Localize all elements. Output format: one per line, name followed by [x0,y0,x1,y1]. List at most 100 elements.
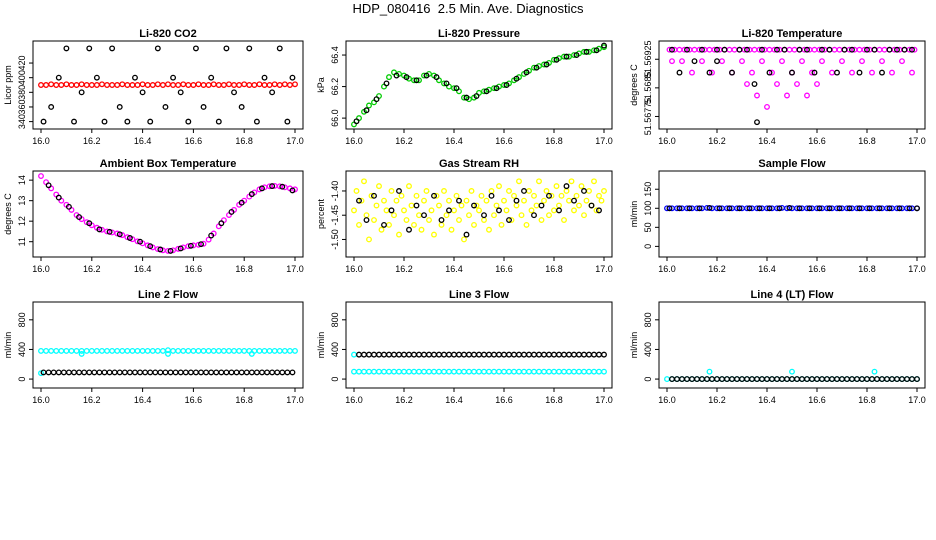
data-point [523,221,530,228]
x-tick-label: 16.6 [185,264,203,274]
data-point [501,368,507,375]
data-point [766,46,773,53]
data-point [289,74,296,81]
data-point [588,202,595,209]
x-tick-label: 17.0 [908,264,926,274]
data-point [137,369,144,376]
chart-title: Ambient Box Temperature [100,158,237,170]
data-point [541,197,547,204]
data-point [844,376,850,383]
series-reference [669,376,920,383]
data-point [393,197,400,204]
data-point [408,202,415,209]
data-point [546,368,552,375]
data-point [106,228,113,235]
data-point [739,58,745,65]
data-point [511,192,517,199]
data-point [714,58,720,65]
data-point [68,82,75,88]
data-point [541,368,547,375]
x-tick-label: 16.4 [445,136,463,146]
data-point [551,368,557,375]
data-point [899,376,905,383]
data-point [726,205,733,212]
data-point [764,103,770,110]
data-point [826,46,833,53]
data-point [871,368,878,375]
data-point [99,81,105,88]
data-point [195,81,202,88]
x-tick-label: 16.8 [858,264,876,274]
data-point [162,369,169,376]
y-tick-label: 400 [17,342,27,357]
data-point [60,369,67,376]
data-point [134,82,141,88]
data-point [716,205,723,212]
data-point [576,351,582,358]
data-point [553,56,560,63]
data-point [601,351,607,358]
data-point [48,104,55,110]
data-point [491,351,497,358]
data-point [566,368,572,375]
data-point [779,376,785,383]
data-point [576,368,582,375]
x-tick-label: 16.2 [83,264,101,274]
data-point [664,376,670,383]
data-point [531,351,537,358]
data-point [508,217,515,224]
data-point [726,46,733,53]
data-point [182,369,189,376]
data-point [516,178,522,185]
data-point [491,368,497,375]
data-point [586,351,592,358]
data-point [819,46,825,53]
data-point [269,369,276,376]
data-point [734,376,740,383]
data-point [446,197,452,204]
data-point [116,369,123,376]
series-reference [40,45,296,125]
data-point [366,368,372,375]
chart-title: Li-820 Pressure [438,28,520,40]
x-tick-label: 16.0 [32,264,50,274]
data-point [205,347,212,354]
x-tick-label: 16.4 [758,395,776,405]
x-tick-label: 16.0 [32,395,50,405]
data-point [471,351,477,358]
data-point [578,183,585,190]
data-point [443,212,450,219]
data-point [361,351,367,358]
data-point [175,347,182,354]
data-point [403,74,410,81]
data-point [576,202,582,209]
data-point [458,202,465,209]
data-point [251,82,258,88]
data-point [63,81,70,88]
data-point [871,46,878,53]
data-point [884,376,890,383]
data-point [279,183,286,190]
data-point [368,192,375,199]
x-tick-label: 16.6 [495,395,513,405]
data-point [754,376,760,383]
data-point [451,85,457,92]
data-point [187,369,194,376]
x-tick-label: 16.2 [708,136,726,146]
data-point [516,368,522,375]
data-point [177,369,184,376]
data-point [676,46,683,53]
data-point [829,376,835,383]
data-point [836,205,843,212]
data-point [154,347,161,354]
data-point [205,82,212,88]
data-point [476,351,482,358]
data-point [816,205,823,212]
x-tick-label: 17.0 [286,264,304,274]
data-point [881,46,888,53]
y-tick-label: -1.50 [330,229,340,250]
data-point [391,351,397,358]
data-point [358,197,365,204]
data-point [114,82,121,88]
data-point [398,192,405,199]
